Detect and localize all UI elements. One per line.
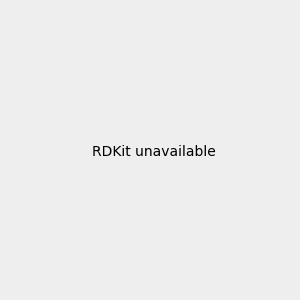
Text: RDKit unavailable: RDKit unavailable	[92, 145, 216, 158]
